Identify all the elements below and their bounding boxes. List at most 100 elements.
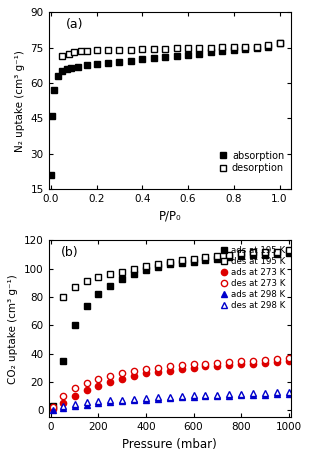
ads at 195 K (144, 268, 148, 273)
ads at 195 K (156, 264, 160, 270)
ads at 195 K (180, 260, 184, 266)
ads at 298 K (192, 394, 195, 400)
des at 273 K (275, 357, 279, 362)
des at 273 K (192, 361, 195, 367)
absorption (50, 172, 53, 178)
desorption (72, 50, 76, 55)
absorption (152, 56, 156, 61)
des at 298 K (251, 391, 255, 396)
ads at 298 K (61, 405, 64, 411)
des at 298 K (156, 395, 160, 400)
des at 273 K (251, 358, 255, 364)
Line: des at 195 K: des at 195 K (60, 247, 292, 300)
ads at 298 K (144, 397, 148, 403)
desorption (186, 45, 190, 50)
ads at 273 K (275, 359, 279, 365)
des at 273 K (144, 366, 148, 372)
ads at 273 K (132, 374, 136, 379)
ads at 195 K (251, 252, 255, 258)
absorption (255, 45, 259, 50)
des at 298 K (96, 398, 100, 404)
des at 195 K (287, 247, 290, 253)
des at 195 K (61, 294, 64, 300)
desorption (117, 47, 121, 53)
absorption (69, 65, 73, 71)
absorption (278, 40, 281, 46)
desorption (152, 46, 156, 51)
X-axis label: Pressure (mbar): Pressure (mbar) (122, 438, 217, 451)
ads at 273 K (144, 371, 148, 376)
desorption (232, 44, 236, 49)
desorption (163, 46, 167, 51)
des at 298 K (287, 389, 290, 395)
des at 273 K (73, 385, 77, 390)
ads at 298 K (263, 392, 267, 397)
ads at 195 K (215, 256, 219, 262)
desorption (86, 49, 89, 54)
desorption (278, 40, 281, 46)
des at 195 K (120, 269, 124, 274)
ads at 298 K (204, 394, 207, 399)
des at 195 K (215, 253, 219, 259)
Line: ads at 195 K: ads at 195 K (50, 250, 292, 409)
absorption (129, 58, 133, 63)
des at 298 K (120, 397, 124, 403)
des at 273 K (156, 365, 160, 370)
des at 298 K (144, 395, 148, 401)
absorption (220, 49, 224, 54)
des at 298 K (215, 392, 219, 397)
ads at 273 K (61, 400, 64, 406)
absorption (209, 50, 213, 55)
des at 273 K (168, 364, 172, 369)
desorption (266, 43, 270, 48)
des at 298 K (73, 401, 77, 407)
ads at 273 K (180, 366, 184, 372)
absorption (243, 46, 247, 51)
des at 195 K (108, 272, 112, 277)
ads at 298 K (108, 399, 112, 405)
absorption (86, 62, 89, 68)
des at 273 K (120, 371, 124, 376)
ads at 273 K (73, 393, 77, 399)
absorption (60, 68, 64, 74)
absorption (175, 53, 179, 59)
ads at 273 K (120, 376, 124, 382)
desorption (95, 47, 98, 53)
ads at 195 K (275, 251, 279, 257)
ads at 273 K (96, 383, 100, 389)
des at 273 K (180, 362, 184, 368)
ads at 195 K (227, 255, 231, 260)
absorption (106, 60, 110, 66)
ads at 298 K (51, 407, 55, 413)
ads at 195 K (51, 403, 55, 409)
des at 195 K (168, 259, 172, 264)
des at 195 K (156, 262, 160, 267)
Line: ads at 298 K: ads at 298 K (50, 391, 292, 413)
ads at 273 K (251, 361, 255, 366)
absorption (232, 47, 236, 53)
ads at 195 K (96, 291, 100, 297)
Y-axis label: CO₂ uptake (cm³ g⁻¹): CO₂ uptake (cm³ g⁻¹) (8, 274, 18, 384)
ads at 195 K (287, 251, 290, 256)
desorption (67, 51, 71, 56)
absorption (186, 52, 190, 57)
desorption (129, 47, 133, 53)
ads at 195 K (108, 283, 112, 288)
des at 298 K (239, 391, 243, 397)
ads at 273 K (108, 379, 112, 385)
des at 195 K (239, 251, 243, 256)
desorption (60, 53, 64, 59)
ads at 273 K (51, 406, 55, 412)
absorption (52, 87, 56, 93)
des at 273 K (96, 376, 100, 382)
des at 273 K (204, 361, 207, 366)
des at 273 K (132, 369, 136, 374)
absorption (51, 113, 54, 119)
Line: desorption: desorption (59, 40, 283, 59)
des at 298 K (192, 392, 195, 398)
ads at 195 K (120, 276, 124, 281)
ads at 195 K (73, 323, 77, 328)
des at 273 K (287, 355, 290, 361)
absorption (56, 73, 60, 79)
ads at 273 K (168, 368, 172, 373)
